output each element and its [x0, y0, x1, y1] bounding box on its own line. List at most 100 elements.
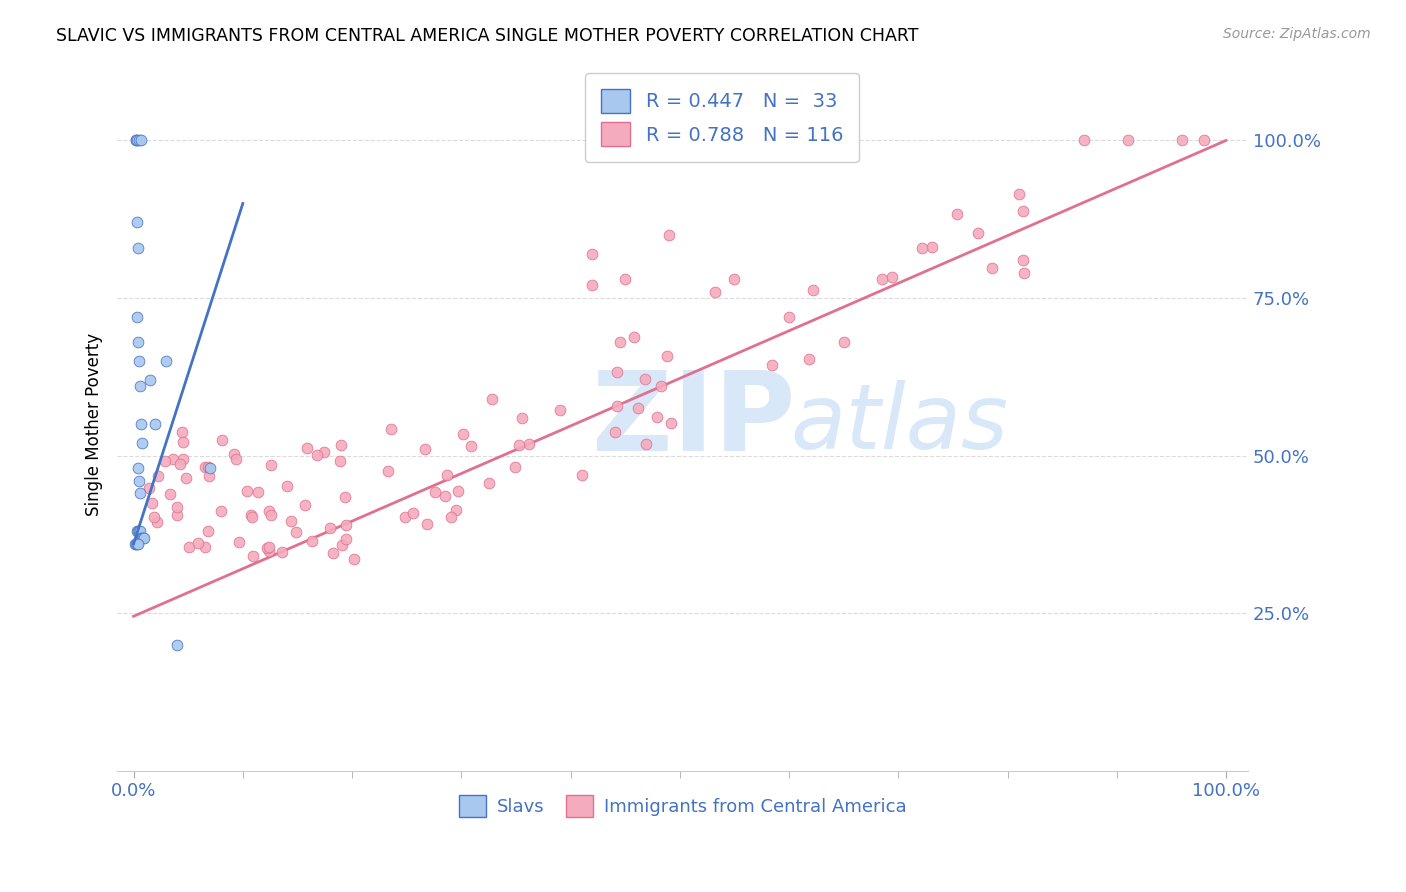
Point: [146, 469, 169, 483]
Point: [166, 508, 188, 523]
Point: [153, 453, 176, 467]
Point: [335, 518, 357, 533]
Point: [633, 372, 655, 386]
Point: [256, 541, 278, 556]
Point: [125, 133, 148, 147]
Point: [658, 227, 681, 242]
Point: [236, 483, 259, 498]
Point: [259, 508, 281, 523]
Point: [981, 260, 1004, 275]
Point: [128, 354, 150, 368]
Point: [194, 540, 217, 554]
Point: [129, 133, 152, 147]
Point: [125, 537, 148, 551]
Point: [314, 445, 336, 459]
Point: [423, 485, 446, 500]
Point: [1192, 133, 1215, 147]
Point: [657, 350, 679, 364]
Point: [328, 454, 350, 468]
Point: [440, 510, 463, 524]
Point: [606, 399, 628, 413]
Point: [322, 546, 344, 560]
Point: [125, 215, 148, 229]
Point: [194, 460, 217, 475]
Point: [172, 425, 194, 439]
Point: [377, 464, 399, 478]
Point: [297, 441, 319, 455]
Point: [416, 516, 439, 531]
Point: [606, 365, 628, 379]
Point: [131, 531, 153, 545]
Point: [301, 534, 323, 549]
Point: [127, 335, 149, 350]
Point: [413, 442, 436, 456]
Point: [257, 543, 280, 558]
Point: [209, 504, 232, 518]
Point: [880, 270, 903, 285]
Point: [172, 452, 194, 467]
Point: [124, 537, 146, 551]
Point: [155, 354, 177, 368]
Point: [125, 310, 148, 324]
Point: [172, 435, 194, 450]
Text: atlas: atlas: [790, 380, 1008, 468]
Point: [659, 416, 682, 430]
Point: [198, 461, 221, 475]
Point: [166, 500, 188, 515]
Point: [330, 437, 353, 451]
Point: [127, 241, 149, 255]
Point: [198, 469, 221, 483]
Point: [143, 510, 166, 524]
Point: [380, 422, 402, 436]
Point: [128, 524, 150, 539]
Point: [224, 447, 246, 461]
Point: [129, 417, 152, 431]
Point: [343, 552, 366, 566]
Point: [145, 417, 167, 431]
Point: [259, 504, 281, 518]
Point: [134, 531, 156, 545]
Text: ZIP: ZIP: [592, 368, 796, 475]
Point: [460, 438, 482, 452]
Point: [447, 484, 470, 499]
Point: [307, 448, 329, 462]
Point: [508, 438, 530, 452]
Point: [128, 474, 150, 488]
Point: [967, 226, 990, 240]
Point: [335, 532, 357, 546]
Point: [125, 133, 148, 147]
Point: [260, 458, 283, 472]
Point: [319, 520, 342, 534]
Text: SLAVIC VS IMMIGRANTS FROM CENTRAL AMERICA SINGLE MOTHER POVERTY CORRELATION CHAR: SLAVIC VS IMMIGRANTS FROM CENTRAL AMERIC…: [56, 27, 918, 45]
Point: [225, 452, 247, 467]
Point: [481, 392, 503, 406]
Point: [778, 310, 800, 324]
Point: [125, 133, 148, 147]
Point: [581, 278, 603, 293]
Point: [131, 436, 153, 450]
Point: [271, 545, 294, 559]
Point: [627, 401, 650, 416]
Point: [650, 379, 672, 393]
Legend: Slavs, Immigrants from Central America: Slavs, Immigrants from Central America: [451, 788, 914, 824]
Point: [211, 434, 233, 448]
Point: [723, 272, 745, 286]
Point: [169, 458, 191, 472]
Point: [129, 531, 152, 545]
Point: [246, 485, 269, 500]
Point: [242, 549, 264, 563]
Point: [141, 495, 163, 509]
Point: [761, 358, 783, 372]
Point: [129, 524, 152, 539]
Point: [1008, 187, 1031, 202]
Point: [645, 410, 668, 425]
Point: [280, 514, 302, 528]
Point: [132, 531, 155, 545]
Point: [402, 506, 425, 520]
Point: [436, 468, 458, 483]
Point: [394, 510, 416, 524]
Text: Source: ZipAtlas.com: Source: ZipAtlas.com: [1223, 27, 1371, 41]
Point: [548, 402, 571, 417]
Point: [242, 509, 264, 524]
Point: [1073, 133, 1095, 147]
